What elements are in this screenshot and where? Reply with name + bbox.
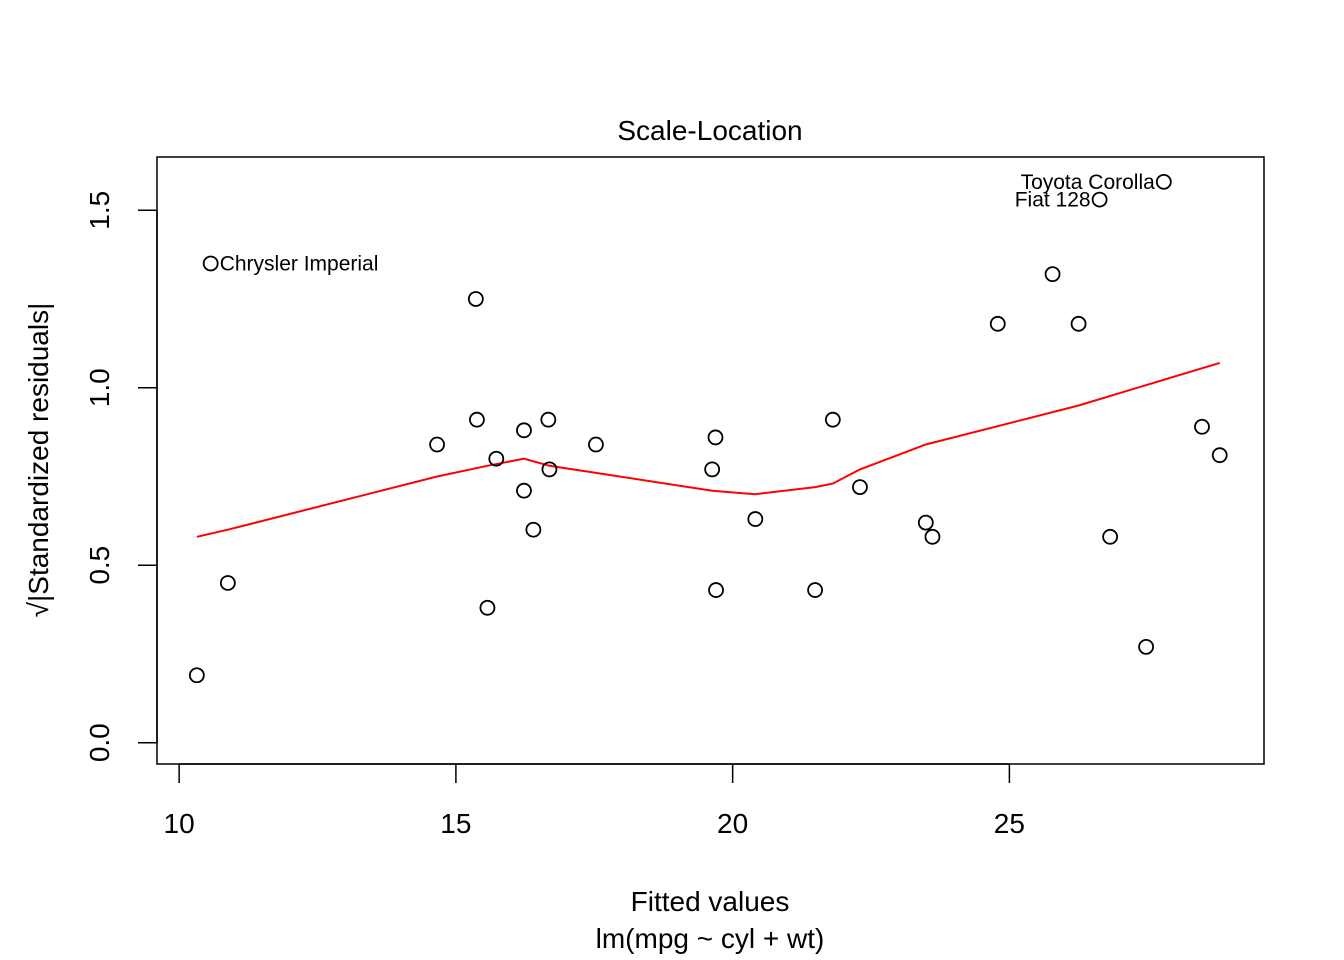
data-point (989, 315, 1006, 332)
point-label: Chrysler Imperial (220, 252, 379, 275)
data-point (469, 411, 485, 428)
point-label: Toyota Corolla (1021, 171, 1156, 194)
data-point (1138, 638, 1155, 655)
data-point (525, 521, 542, 538)
data-point (1091, 191, 1108, 208)
data-point (588, 436, 604, 453)
data-point (1044, 266, 1061, 283)
x-axis-subtitle: lm(mpg ~ cyl + wt) (596, 923, 825, 954)
data-point (479, 599, 496, 616)
data-point (917, 514, 934, 531)
y-tick-label: 1.0 (84, 368, 115, 407)
data-point (708, 582, 724, 598)
data-point (852, 479, 868, 496)
x-tick-label: 25 (994, 808, 1025, 839)
data-point (1155, 173, 1172, 190)
data-point (516, 482, 532, 499)
y-axis: 0.0 0.5 1.0 1.5 (84, 191, 158, 762)
data-point (202, 255, 219, 272)
data-point (924, 528, 941, 545)
residual-points (188, 173, 1228, 684)
x-axis: 10 15 20 25 (164, 763, 1025, 839)
data-point (219, 575, 236, 591)
y-tick-label: 1.5 (84, 191, 115, 230)
x-axis-label: Fitted values (631, 886, 790, 917)
lowess-smoother (196, 361, 1220, 538)
plot-frame (156, 156, 1265, 765)
data-point (807, 582, 824, 598)
data-point (429, 436, 445, 453)
chart-title: Scale-Location (617, 115, 802, 146)
data-point (704, 461, 721, 478)
data-point (1102, 528, 1119, 545)
y-tick-label: 0.0 (84, 723, 115, 762)
data-point (1211, 447, 1228, 464)
data-point (824, 411, 841, 428)
y-tick-label: 0.5 (84, 546, 115, 585)
data-point (747, 511, 764, 527)
data-point (707, 429, 724, 446)
x-tick-label: 20 (717, 808, 748, 839)
x-tick-label: 10 (164, 808, 195, 839)
data-point (188, 667, 205, 684)
data-point (541, 461, 558, 478)
data-point (488, 450, 505, 467)
data-point (1070, 315, 1087, 332)
y-axis-label: √|Standardized residuals| (23, 303, 54, 618)
x-tick-label: 15 (440, 808, 471, 839)
point-label: Fiat 128 (1015, 189, 1091, 212)
data-point (540, 411, 557, 428)
smoother-line (196, 361, 1220, 538)
data-point (516, 422, 532, 439)
data-point (1194, 418, 1210, 435)
data-point (467, 291, 484, 307)
